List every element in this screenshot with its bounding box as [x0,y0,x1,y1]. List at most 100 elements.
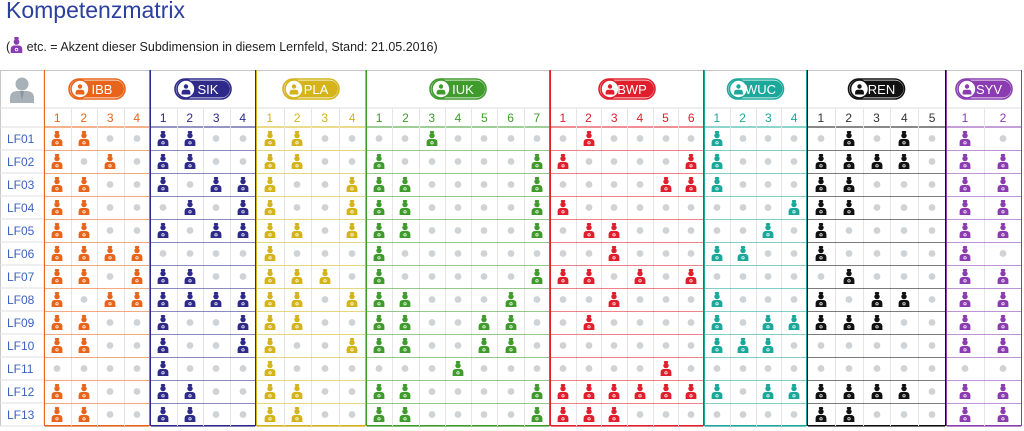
person-accent-icon [660,177,672,192]
empty-dot [212,319,220,326]
empty-dot [928,365,936,372]
empty-dot [212,158,220,165]
person-accent-icon [51,384,63,399]
subdimension-number: 5 [662,111,669,125]
person-accent-icon [78,315,90,330]
empty-dot [610,135,618,142]
empty-dot [928,135,936,142]
empty-dot [739,319,747,326]
dimension-pill-iuk[interactable]: IUK [429,78,487,100]
person-accent-icon [431,79,451,99]
empty-dot [454,250,462,257]
empty-dot [106,135,114,142]
person-accent-icon [264,177,276,192]
person-accent-icon [600,79,620,99]
empty-dot [739,135,747,142]
dimension-pill-syv[interactable]: SYV [955,78,1013,100]
person-accent-icon [959,338,971,353]
row-label-lf08[interactable]: LF08 [7,293,35,307]
person-accent-icon [557,407,569,422]
empty-dot [348,365,356,372]
row-label-lf01[interactable]: LF01 [7,132,35,146]
person-accent-icon [78,407,90,422]
empty-dot [817,365,825,372]
row-label-lf04[interactable]: LF04 [7,201,35,215]
person-accent-icon [264,384,276,399]
row-label-lf11[interactable]: LF11 [7,362,34,376]
person-accent-icon [583,407,595,422]
empty-dot [212,250,220,257]
empty-dot [739,204,747,211]
row-label-lf03[interactable]: LF03 [7,178,35,192]
row-label-lf13[interactable]: LF13 [7,408,35,422]
row-label-lf07[interactable]: LF07 [7,270,35,284]
person-accent-icon [997,154,1009,169]
subdimension-number: 1 [376,111,383,125]
person-accent-icon [78,246,90,261]
empty-dot [790,181,798,188]
empty-dot [507,181,515,188]
row-label-lf02[interactable]: LF02 [7,155,35,169]
dimension-pill-sik[interactable]: SIK [174,78,232,100]
subdimension-number: 4 [455,111,462,125]
empty-dot [454,296,462,303]
empty-dot [636,181,644,188]
row-label-lf09[interactable]: LF09 [7,316,35,330]
dimension-pla: PLA 1 2 3 4 [256,70,366,427]
subdimension-number: 2 [585,111,592,125]
dimension-pill-wuc[interactable]: WUC [726,78,785,100]
empty-dot [480,158,488,165]
person-accent-icon [373,269,385,284]
person-accent-icon [762,338,774,353]
person-accent-icon [583,315,595,330]
person-accent-icon [237,292,249,307]
empty-dot [480,388,488,395]
empty-dot [610,158,618,165]
empty-dot [713,411,721,418]
empty-dot [713,365,721,372]
empty-dot [212,411,220,418]
person-accent-icon [346,200,358,215]
subdimension-number: 4 [349,111,356,125]
person-accent-icon [157,292,169,307]
person-accent-icon [264,338,276,353]
empty-dot [999,250,1007,257]
empty-dot [293,250,301,257]
empty-dot [106,181,114,188]
dimension-pill-ren[interactable]: REN [847,78,906,100]
empty-dot [790,342,798,349]
person-accent-icon [583,223,595,238]
empty-dot [585,342,593,349]
empty-dot [662,411,670,418]
row-label-lf10[interactable]: LF10 [7,339,35,353]
subdimension-number: 4 [133,111,140,125]
subdimension-number: 4 [636,111,643,125]
empty-dot [80,296,88,303]
dimension-pill-pla[interactable]: PLA [282,78,340,100]
empty-dot [239,250,247,257]
person-accent-icon [959,407,971,422]
person-accent-icon [78,200,90,215]
person-accent-icon [557,269,569,284]
person-accent-icon [51,131,63,146]
empty-dot [212,135,220,142]
row-label-lf05[interactable]: LF05 [7,224,35,238]
empty-dot [873,411,881,418]
empty-dot [293,365,301,372]
person-accent-icon [210,177,222,192]
row-label-lf12[interactable]: LF12 [7,385,35,399]
empty-dot [454,411,462,418]
empty-dot [480,135,488,142]
row-label-lf06[interactable]: LF06 [7,247,35,261]
empty-dot [559,181,567,188]
empty-dot [790,365,798,372]
person-accent-icon [660,361,672,376]
person-accent-icon [762,315,774,330]
dimension-ibb: IBB 1 2 3 4 [44,70,150,427]
person-accent-icon [104,154,116,169]
empty-dot [559,250,567,257]
empty-dot [321,158,329,165]
dimension-pill-bwp[interactable]: BWP [598,78,656,100]
dimension-pill-ibb[interactable]: IBB [68,78,126,100]
person-accent-icon [291,131,303,146]
